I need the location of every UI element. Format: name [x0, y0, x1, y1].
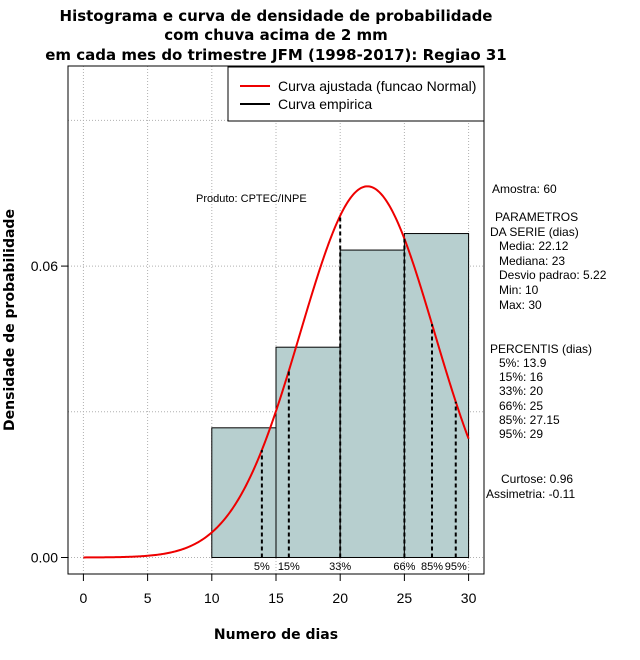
x-tick-label: 20 [332, 590, 348, 606]
axes: 0 5 10 15 20 25 30 0.00 0.06 [31, 258, 477, 606]
percentis-heading: PERCENTIS (dias) [490, 342, 592, 356]
percentil-66: 66%: 25 [499, 399, 543, 413]
curtose-label: Curtose: 0.96 [501, 472, 573, 486]
percentil-15: 15%: 16 [499, 370, 543, 384]
legend-label-empirical: Curva empirica [278, 96, 372, 112]
legend-label-normal: Curva ajustada (funcao Normal) [278, 78, 476, 94]
x-tick-label: 0 [80, 590, 88, 606]
legend: Curva ajustada (funcao Normal) Curva emp… [227, 66, 485, 122]
percentile-label-95: 95% [445, 561, 467, 573]
produto-label: Produto: CPTEC/INPE [196, 193, 307, 205]
parametro-mediana: Mediana: 23 [499, 254, 565, 268]
parametros-block: PARAMETROS DA SERIE (dias) Media: 22.12 … [490, 210, 607, 312]
legend-box [227, 66, 485, 122]
histogram-bar-1 [211, 427, 277, 558]
histogram-bars [211, 233, 470, 558]
percentile-markers: 5% 15% 33% 66% 85% 95% [254, 215, 467, 573]
histogram-bar-2 [275, 346, 341, 558]
x-axis-title: Numero de dias [214, 627, 338, 643]
y-axis-title: Densidade de probabilidade [2, 209, 18, 431]
parametro-desvio: Desvio padrao: 5.22 [499, 268, 607, 282]
parametros-subheading: DA SERIE (dias) [490, 225, 579, 239]
chart-title-line-1: Histograma e curva de densidade de proba… [60, 7, 493, 25]
percentile-label-5: 5% [254, 561, 270, 573]
x-tick-label: 15 [268, 590, 284, 606]
y-tick-label: 0.06 [31, 258, 58, 274]
percentile-label-33: 33% [329, 561, 351, 573]
percentile-label-85: 85% [421, 561, 443, 573]
x-tick-label: 25 [397, 590, 413, 606]
chart-title-line-3: em cada mes do trimestre JFM (1998-2017)… [45, 46, 507, 64]
x-tick-label: 10 [204, 590, 220, 606]
x-tick-label: 30 [461, 590, 477, 606]
histogram-bar-3 [339, 249, 405, 558]
percentis-block: PERCENTIS (dias) 5%: 13.9 15%: 16 33%: 2… [490, 342, 592, 441]
amostra-label: Amostra: 60 [492, 182, 557, 196]
normal-fit-curve [83, 185, 470, 559]
percentile-label-15: 15% [278, 561, 300, 573]
chart-title-line-2: com chuva acima de 2 mm [164, 26, 388, 44]
percentil-5: 5%: 13.9 [499, 356, 547, 370]
percentil-33: 33%: 20 [499, 384, 543, 398]
parametro-media: Media: 22.12 [499, 239, 569, 253]
parametros-heading: PARAMETROS [495, 210, 578, 224]
parametro-min: Min: 10 [499, 283, 539, 297]
y-tick-label: 0.00 [31, 549, 58, 565]
histogram-bar-4 [403, 233, 470, 558]
parametro-max: Max: 30 [499, 298, 542, 312]
assimetria-label: Assimetria: -0.11 [486, 487, 575, 501]
percentil-85: 85%: 27.15 [499, 413, 560, 427]
x-tick-label: 5 [144, 590, 152, 606]
normal-curve-layer [83, 185, 470, 559]
percentil-95: 95%: 29 [499, 427, 543, 441]
percentile-label-66: 66% [393, 561, 415, 573]
